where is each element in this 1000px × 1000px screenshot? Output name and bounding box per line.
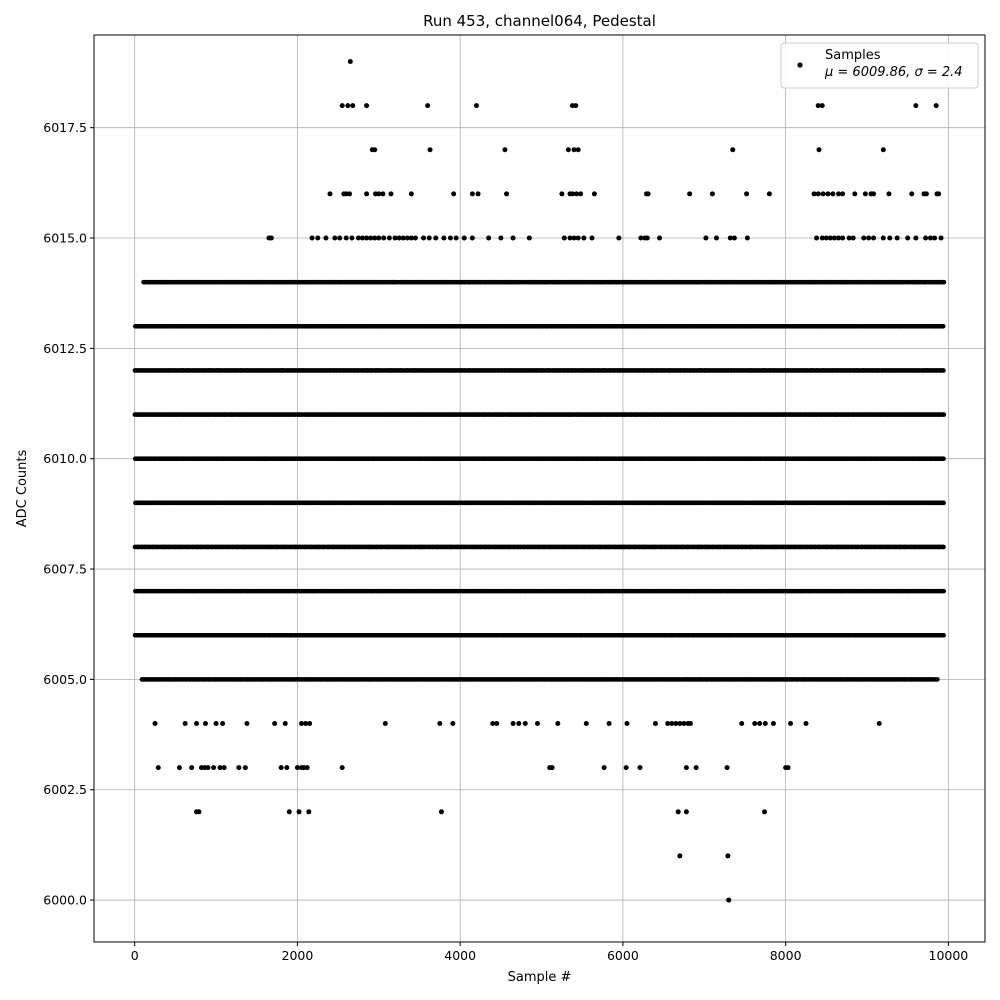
data-point <box>941 412 947 417</box>
data-point <box>941 368 946 373</box>
data-point <box>941 632 946 638</box>
data-point <box>941 544 946 550</box>
data-points <box>132 58 947 903</box>
data-point <box>941 500 946 506</box>
data-point <box>941 456 946 462</box>
data-point <box>940 324 946 329</box>
data-point <box>941 588 947 594</box>
